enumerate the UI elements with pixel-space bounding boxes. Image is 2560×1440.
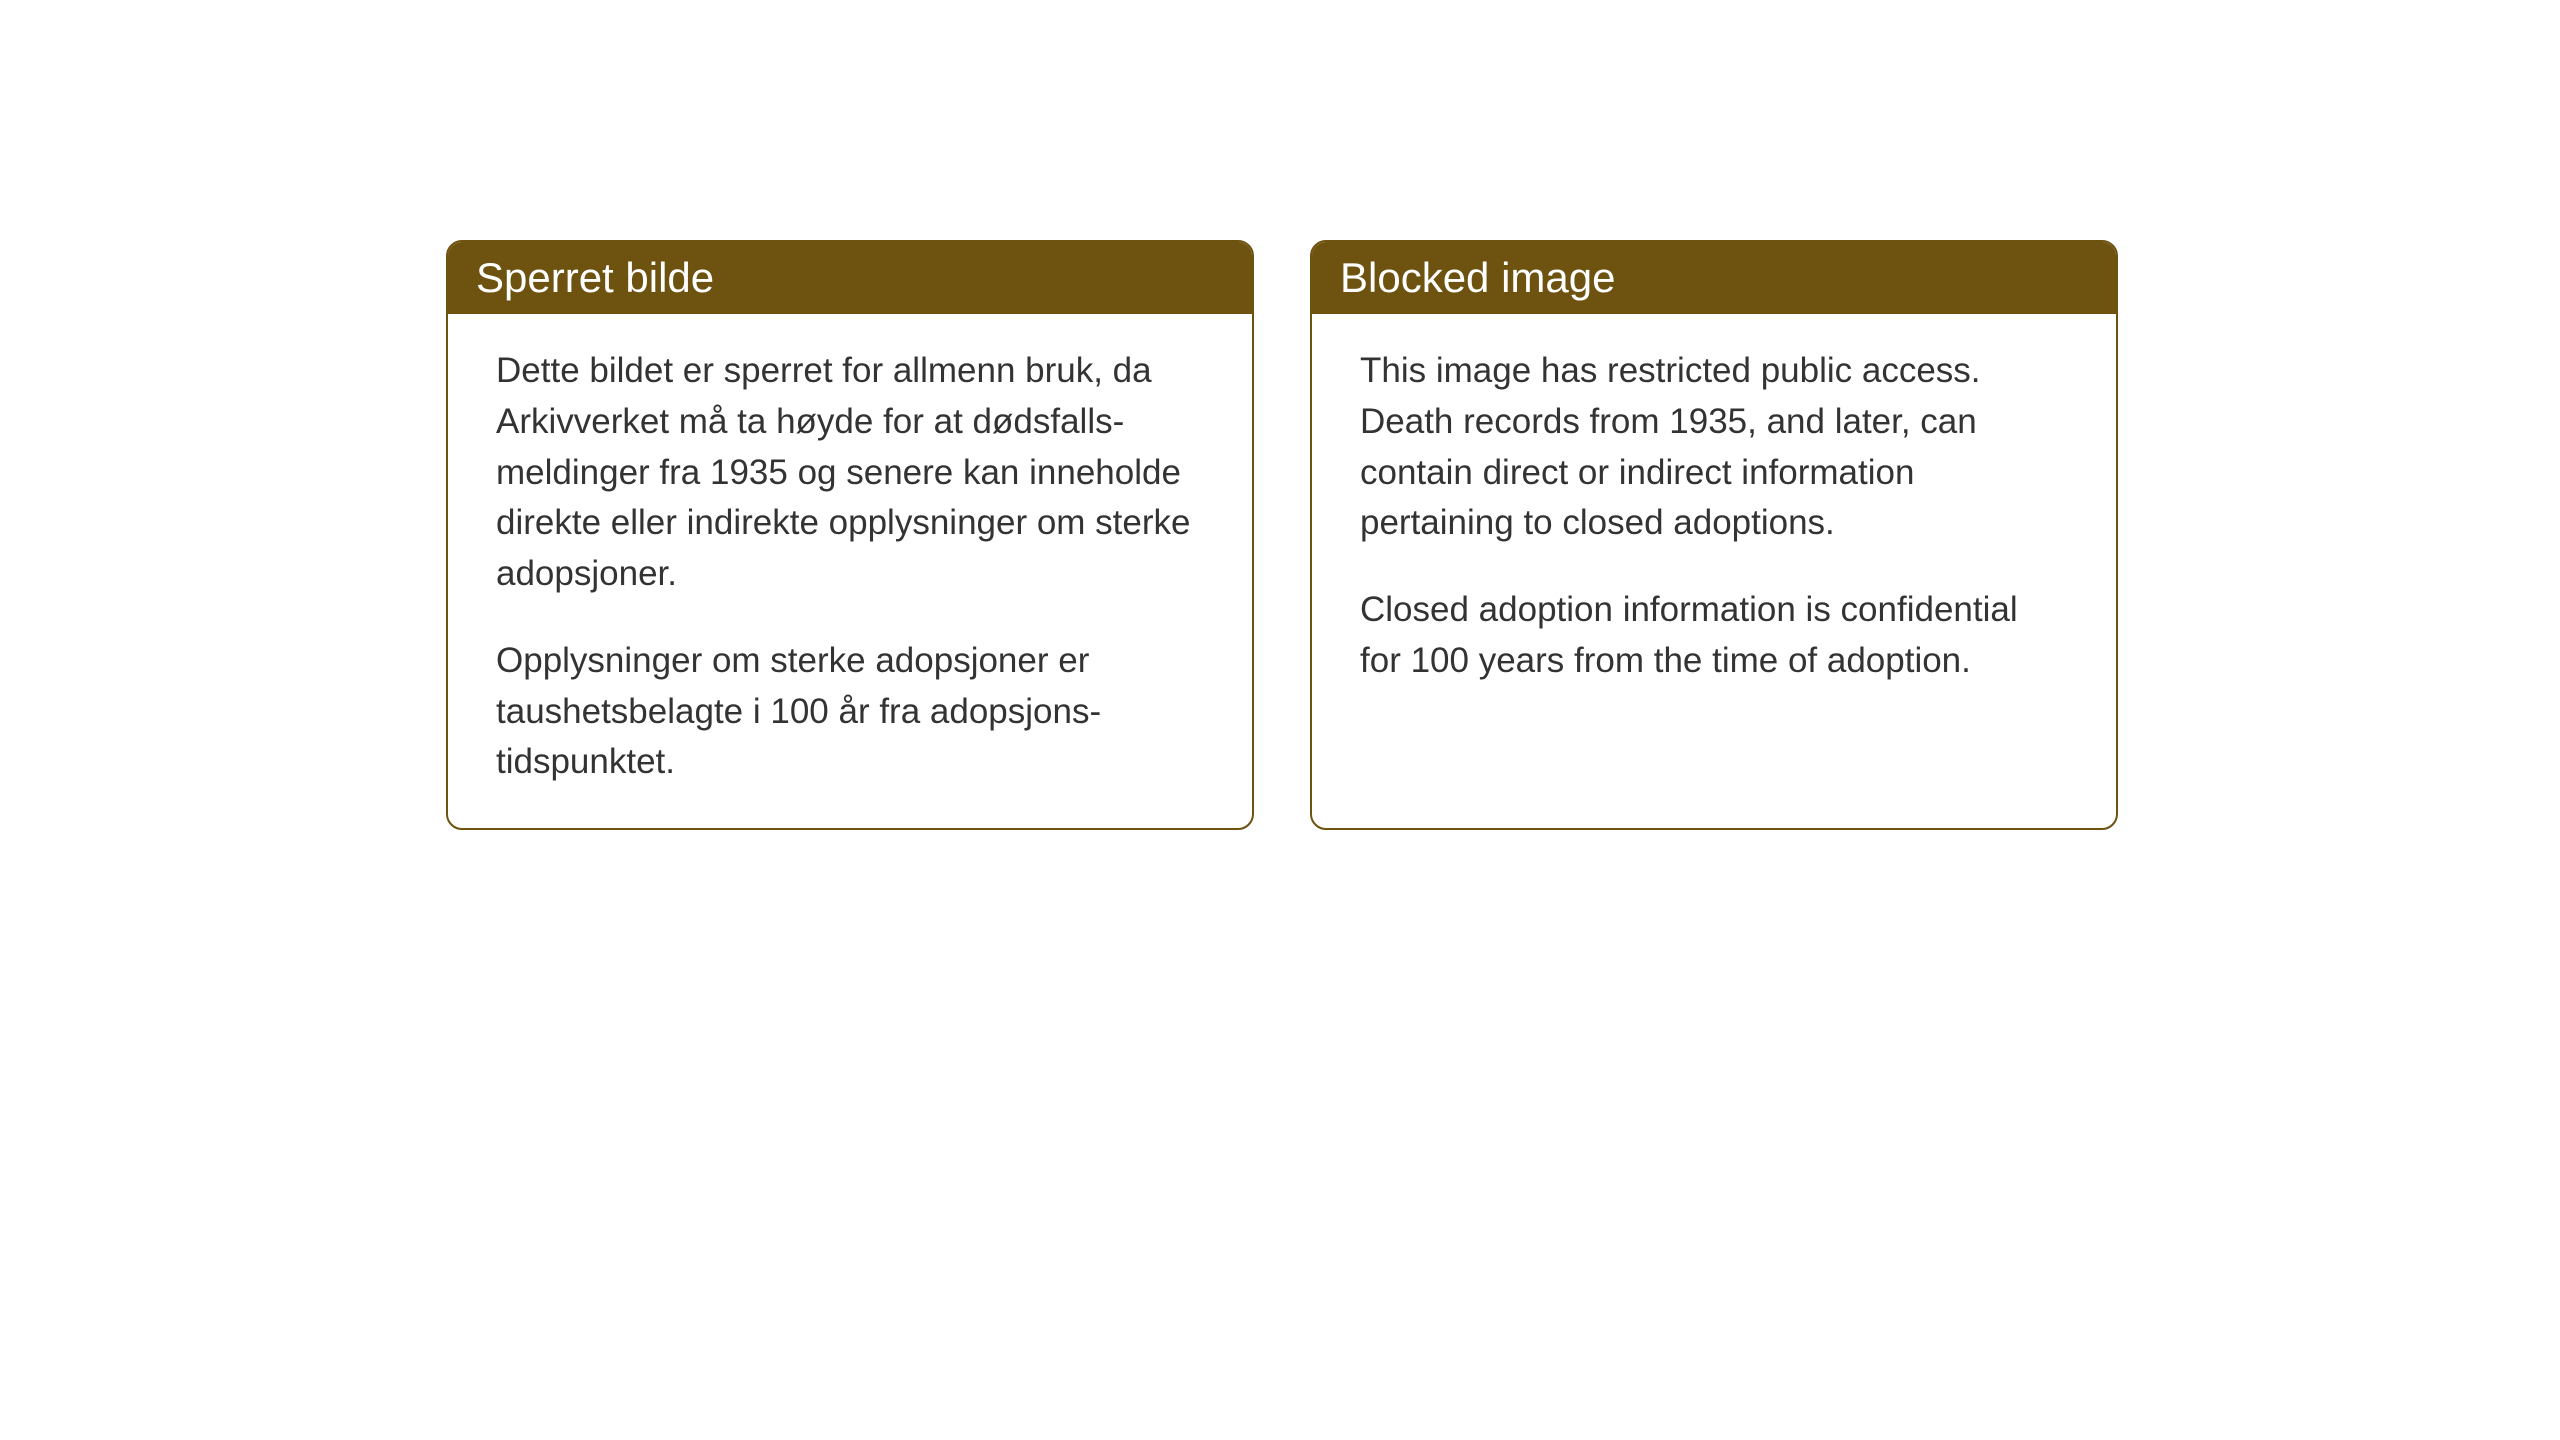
english-notice-card: Blocked image This image has restricted … — [1310, 240, 2118, 830]
english-card-body: This image has restricted public access.… — [1312, 314, 2116, 727]
norwegian-card-title: Sperret bilde — [448, 242, 1252, 314]
norwegian-card-body: Dette bildet er sperret for allmenn bruk… — [448, 314, 1252, 828]
english-paragraph-1: This image has restricted public access.… — [1360, 346, 2068, 549]
norwegian-notice-card: Sperret bilde Dette bildet er sperret fo… — [446, 240, 1254, 830]
norwegian-paragraph-2: Opplysninger om sterke adopsjoner er tau… — [496, 636, 1204, 788]
english-card-title: Blocked image — [1312, 242, 2116, 314]
notice-container: Sperret bilde Dette bildet er sperret fo… — [446, 240, 2118, 830]
norwegian-paragraph-1: Dette bildet er sperret for allmenn bruk… — [496, 346, 1204, 600]
english-paragraph-2: Closed adoption information is confident… — [1360, 585, 2068, 687]
